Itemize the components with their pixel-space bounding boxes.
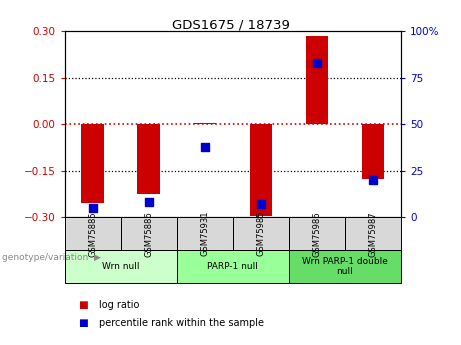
Text: GSM75985: GSM75985: [256, 211, 266, 256]
Text: percentile rank within the sample: percentile rank within the sample: [99, 318, 264, 327]
Text: GSM75986: GSM75986: [313, 211, 321, 257]
Text: GSM75885: GSM75885: [88, 211, 97, 257]
Text: genotype/variation  ▶: genotype/variation ▶: [2, 253, 101, 262]
Bar: [65, 250, 177, 283]
Point: [313, 60, 321, 66]
Bar: [306, 36, 328, 124]
Text: GDS1675 / 18739: GDS1675 / 18739: [171, 19, 290, 32]
Point: [89, 205, 96, 211]
Bar: [194, 122, 216, 124]
Text: ■: ■: [78, 318, 88, 327]
Text: log ratio: log ratio: [99, 300, 140, 310]
Bar: [233, 217, 289, 250]
Point: [201, 144, 208, 149]
Text: GSM75886: GSM75886: [144, 211, 153, 257]
Text: GSM75931: GSM75931: [200, 211, 209, 256]
Text: Wrn null: Wrn null: [102, 262, 139, 271]
Text: ■: ■: [78, 300, 88, 310]
Point: [369, 177, 377, 183]
Bar: [82, 124, 104, 203]
Point: [145, 200, 152, 205]
Bar: [177, 250, 289, 283]
Bar: [362, 124, 384, 179]
Text: GSM75987: GSM75987: [368, 211, 378, 257]
Bar: [289, 217, 345, 250]
Bar: [250, 124, 272, 216]
Point: [257, 201, 265, 207]
Bar: [289, 250, 401, 283]
Text: Wrn PARP-1 double
null: Wrn PARP-1 double null: [302, 257, 388, 276]
Text: PARP-1 null: PARP-1 null: [207, 262, 258, 271]
Bar: [121, 217, 177, 250]
Bar: [345, 217, 401, 250]
Bar: [137, 124, 160, 194]
Bar: [65, 217, 121, 250]
Bar: [177, 217, 233, 250]
